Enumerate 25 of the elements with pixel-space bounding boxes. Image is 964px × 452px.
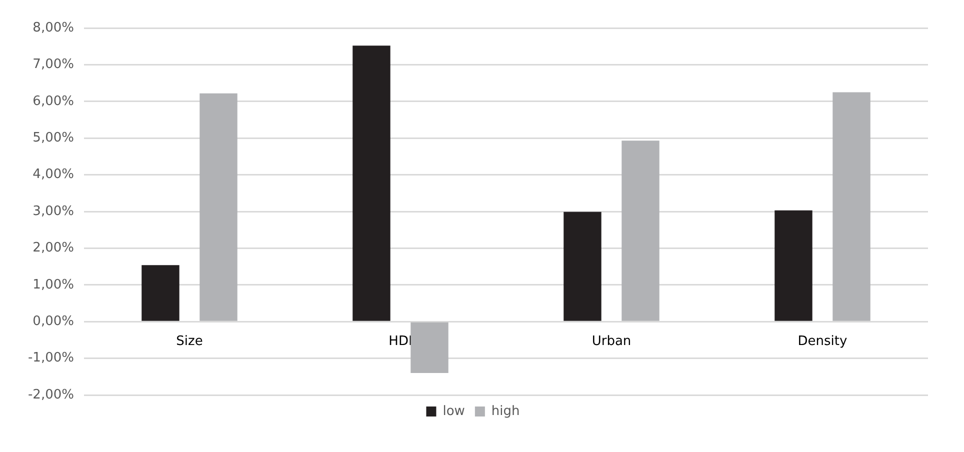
x-tick-label: Density [798, 334, 848, 349]
bar [200, 93, 238, 321]
bar [352, 46, 390, 321]
y-tick-label: 6,00% [32, 94, 74, 109]
y-tick-label: 8,00% [32, 20, 74, 36]
bar [142, 265, 180, 321]
y-tick-label: 4,00% [32, 167, 74, 182]
y-tick-label: 5,00% [32, 130, 74, 146]
legend-label: high [491, 404, 520, 419]
y-tick-label: 2,00% [32, 240, 74, 256]
x-tick-label: Size [176, 334, 203, 349]
y-tick-label: 1,00% [32, 277, 74, 292]
y-tick-label: 7,00% [32, 57, 74, 72]
x-tick-label: HDI [388, 334, 412, 349]
y-tick-label: 0,00% [32, 314, 74, 329]
bar [410, 322, 448, 373]
bar [832, 92, 870, 321]
y-tick-label: -2,00% [28, 387, 74, 402]
legend-label: low [442, 404, 466, 419]
bar [774, 210, 812, 321]
y-tick-label: 3,00% [32, 204, 74, 219]
x-tick-label: Urban [592, 334, 632, 349]
bar [622, 140, 660, 321]
y-tick-label: -1,00% [28, 350, 74, 366]
bar [564, 212, 602, 321]
